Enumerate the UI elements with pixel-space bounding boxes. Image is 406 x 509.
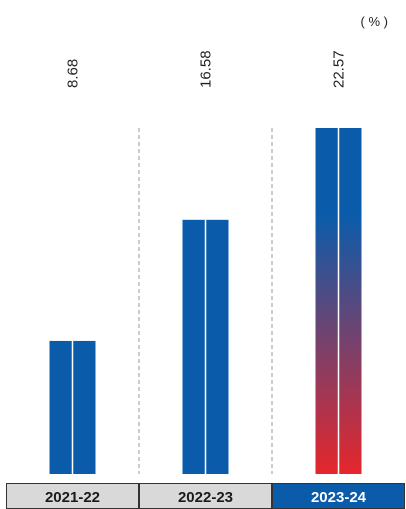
category-label-2023-24: 2023-24 — [311, 489, 367, 506]
unit-label: ( % ) — [361, 14, 388, 29]
value-label-2022-23: 16.58 — [198, 50, 215, 88]
category-label-2021-22: 2021-22 — [45, 489, 100, 506]
category-label-2022-23: 2022-23 — [178, 489, 233, 506]
value-label-2021-22: 8.68 — [65, 59, 82, 88]
value-label-2023-24: 22.57 — [331, 50, 348, 88]
